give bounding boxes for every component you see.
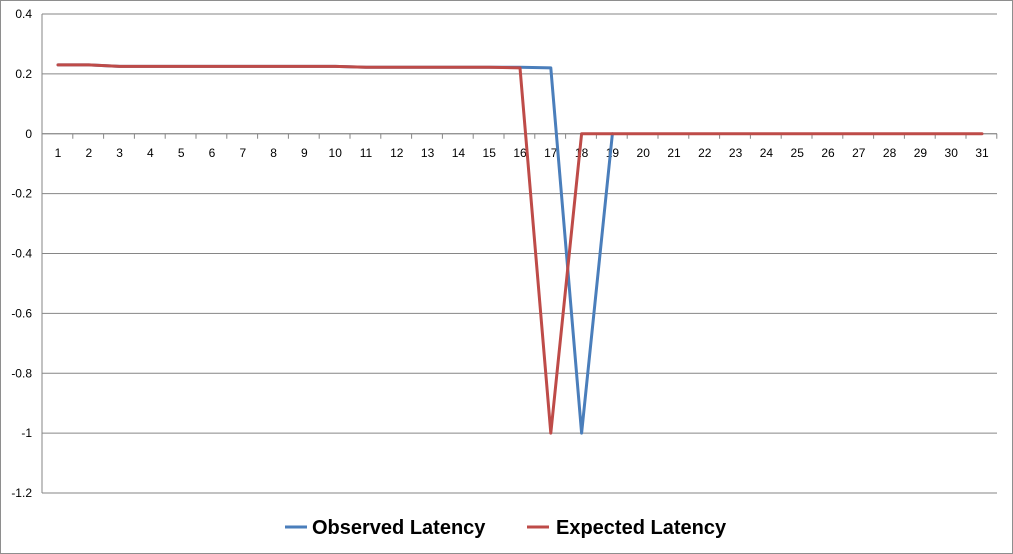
legend: Observed Latency Expected Latency [285,517,727,539]
series-line-1 [56,63,984,435]
x-tick-label: 13 [421,146,435,160]
y-tick-label: -0.8 [11,366,32,380]
x-tick-label: 15 [483,146,497,160]
x-tick-label: 28 [883,146,897,160]
x-tick-label: 2 [85,146,92,160]
x-tick-label: 11 [360,146,373,160]
x-tick-label: 22 [698,146,712,160]
y-tick-label: -1.2 [11,486,32,500]
y-tick-label: -0.4 [11,247,32,261]
series-line-0 [56,63,614,435]
x-tick-label: 27 [852,146,866,160]
x-tick-label: 31 [975,146,989,160]
x-tick-label: 20 [637,146,651,160]
series-lines [56,63,984,435]
y-axis-tick-labels: 0.4 0.2 0 -0.2 -0.4 -0.6 -0.8 -1 -1.2 [11,7,32,500]
y-tick-label: -1 [21,426,32,440]
x-tick-label: 18 [575,146,589,160]
legend-label: Observed Latency [312,517,486,539]
x-tick-label: 3 [116,146,123,160]
y-tick-label: 0.2 [15,67,32,81]
x-tick-label: 17 [544,146,558,160]
y-tick-label: -0.2 [11,187,32,201]
x-tick-label: 24 [760,146,774,160]
x-tick-label: 6 [209,146,216,160]
x-tick-label: 4 [147,146,154,160]
x-tick-label: 25 [791,146,805,160]
x-tick-label: 12 [390,146,404,160]
x-tick-label: 21 [667,146,681,160]
x-tick-label: 19 [606,146,620,160]
y-tick-label: 0 [25,127,32,141]
y-tick-label: -0.6 [11,306,32,320]
x-tick-label: 9 [301,146,308,160]
x-tick-label: 14 [452,146,466,160]
x-axis-tick-labels: 1 2 3 4 5 6 7 8 9 10 11 12 13 14 15 16 17 18 19 20 21 22 23 24 2… [55,146,989,160]
legend-label: Expected Latency [556,517,727,539]
x-tick-label: 30 [945,146,959,160]
x-tick-label: 23 [729,146,743,160]
x-tick-label: 1 [55,146,62,160]
x-tick-label: 26 [821,146,835,160]
x-tick-label: 16 [513,146,527,160]
x-tick-label: 5 [178,146,185,160]
x-tick-label: 10 [329,146,343,160]
x-tick-label: 8 [270,146,277,160]
gridlines [41,13,997,494]
y-tick-label: 0.4 [15,7,32,21]
x-tick-label: 29 [914,146,928,160]
x-tick-label: 7 [239,146,246,160]
